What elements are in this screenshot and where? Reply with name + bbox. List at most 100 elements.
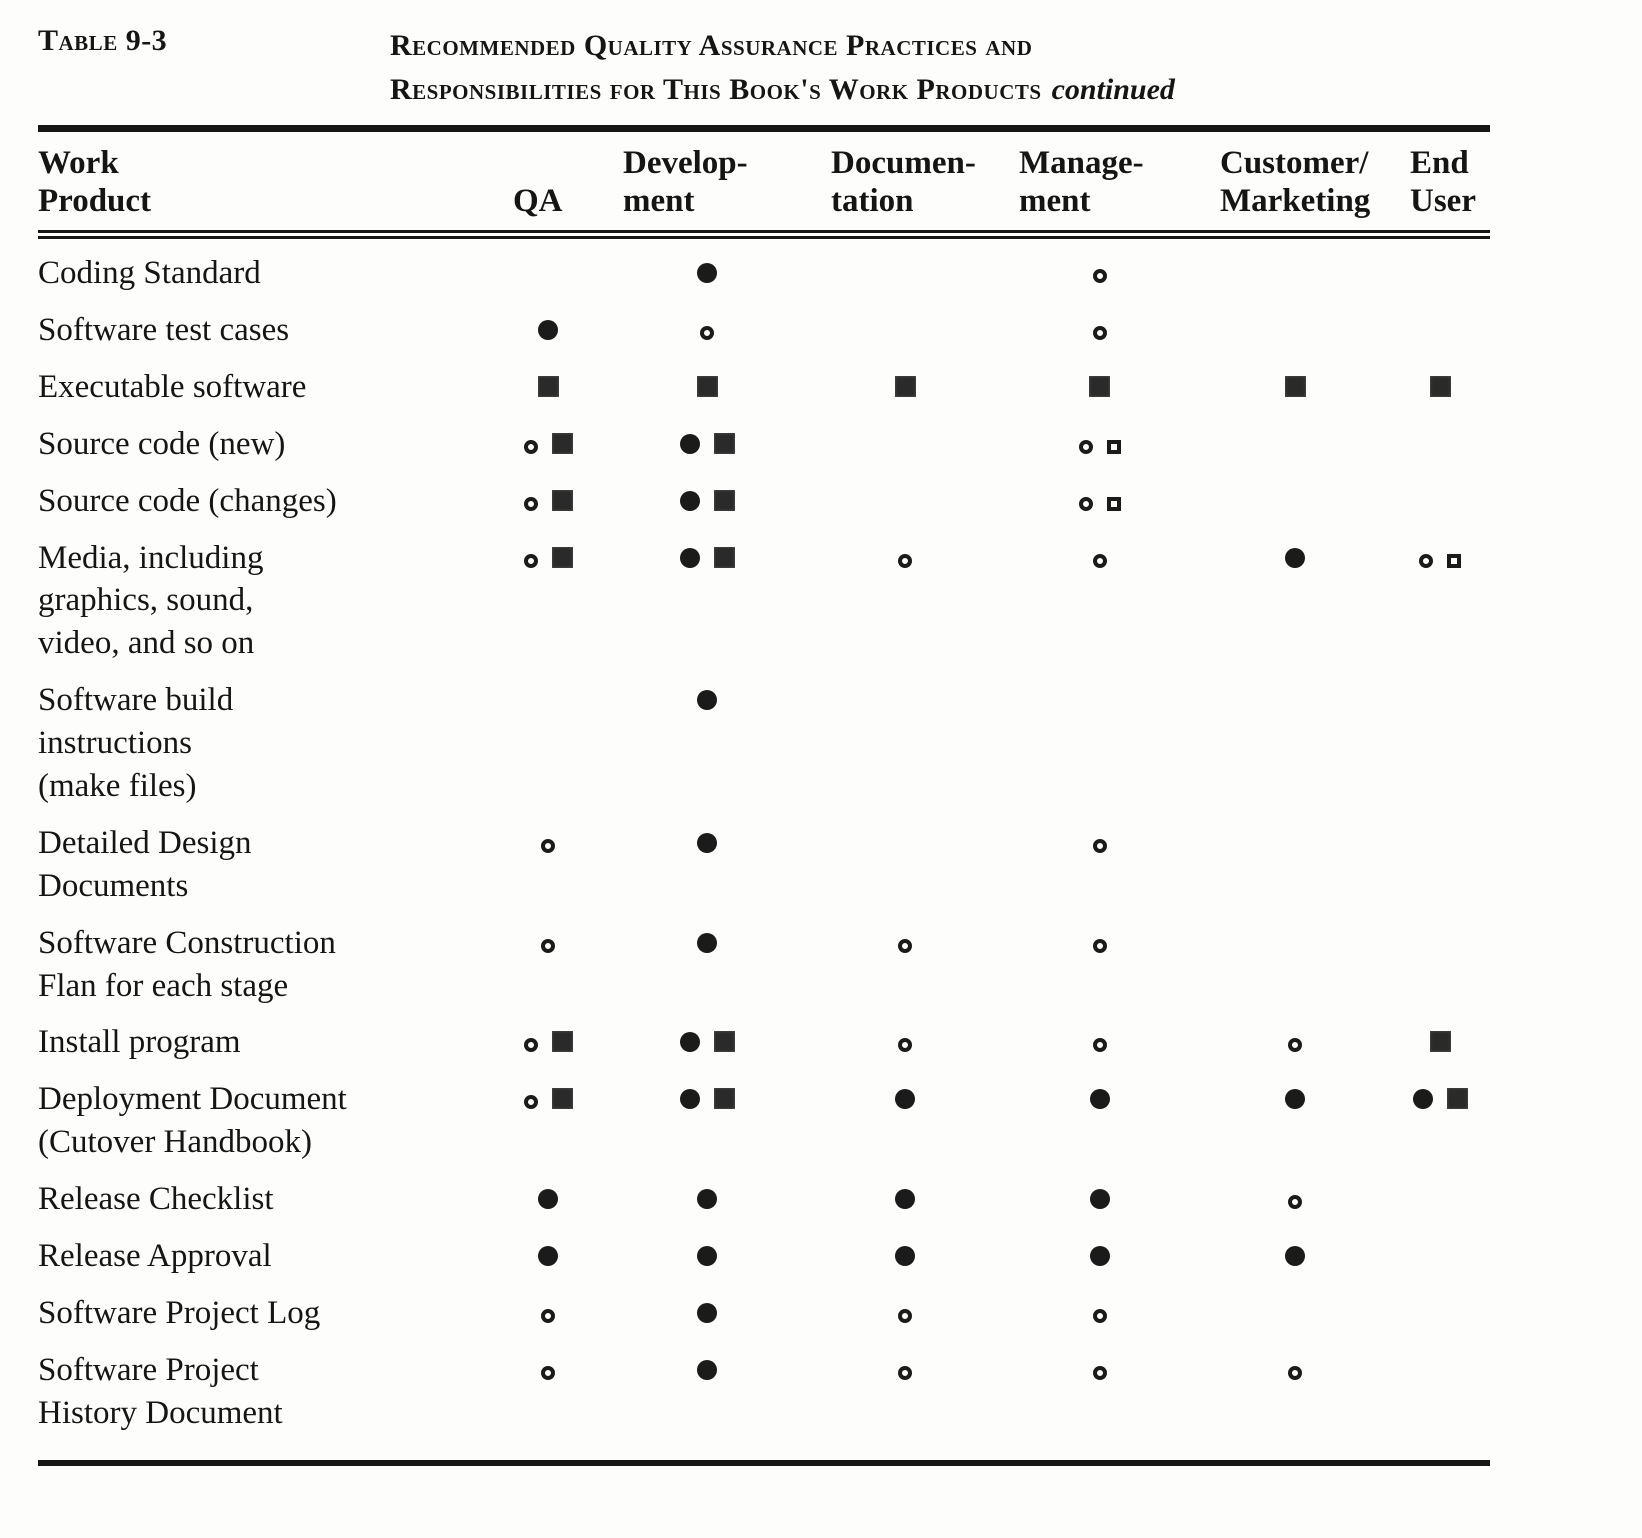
column-header-documentation: Documen- tation (811, 132, 999, 239)
open-circle-icon (523, 439, 538, 454)
filled-circle-icon (697, 1246, 717, 1267)
responsibility-cell (603, 1014, 811, 1071)
table-row: Deployment Document (Cutover Handbook) (38, 1071, 1490, 1171)
filled-circle-icon (1285, 1246, 1305, 1267)
work-product-cell: Detailed Design Documents (38, 824, 252, 904)
column-header-work-product: Work Product (38, 132, 493, 239)
open-square-icon (1106, 496, 1121, 511)
responsibility-cell (603, 530, 811, 673)
column-header-end-user: End User (1390, 132, 1490, 239)
filled-circle-icon (895, 1246, 915, 1267)
responsibility-cell (1390, 672, 1490, 815)
filled-circle-icon (697, 690, 717, 711)
filled-circle-icon (697, 1189, 717, 1210)
responsibility-cell (999, 416, 1200, 473)
responsibility-cell (603, 1171, 811, 1228)
responsibility-cell (603, 234, 811, 302)
table-caption: Table 9-3 Recommended Quality Assurance … (38, 24, 1490, 111)
work-product-cell: Media, including graphics, sound, video,… (38, 539, 264, 662)
open-circle-icon (898, 938, 912, 953)
responsibility-cell (999, 672, 1200, 815)
responsibility-cell (1200, 1071, 1390, 1171)
work-product-cell: Release Approval (38, 1238, 272, 1275)
filled-circle-icon (679, 433, 700, 454)
table-row: Software Project History Document (38, 1342, 1490, 1442)
responsibility-cell (999, 302, 1200, 359)
responsibility-cell (811, 672, 999, 815)
open-circle-icon (541, 838, 555, 853)
column-header-development: Develop- ment (603, 132, 811, 239)
open-square-icon (1106, 439, 1121, 454)
responsibility-cell (1390, 915, 1490, 1015)
responsibility-cell (1200, 672, 1390, 815)
responsibility-cell (811, 302, 999, 359)
work-product-cell: Software test cases (38, 311, 290, 348)
filled-square-icon (713, 489, 735, 511)
filled-circle-icon (679, 490, 700, 511)
filled-circle-icon (538, 319, 558, 340)
responsibility-cell (1200, 1285, 1390, 1342)
responsibility-cell (811, 1228, 999, 1285)
responsibility-cell (1390, 302, 1490, 359)
responsibility-cell (603, 815, 811, 915)
filled-square-icon (551, 546, 573, 568)
work-product-cell: Coding Standard (38, 254, 261, 291)
open-circle-icon (1092, 938, 1107, 953)
filled-square-icon (1446, 1088, 1468, 1110)
filled-square-icon (1429, 375, 1451, 397)
open-circle-icon (1092, 1366, 1107, 1381)
open-circle-icon (541, 1366, 555, 1381)
open-circle-icon (898, 1366, 912, 1381)
responsibility-cell (493, 672, 603, 815)
responsibility-cell (999, 1014, 1200, 1071)
table-row: Source code (new) (38, 416, 1490, 473)
table-title-line1: Recommended Quality Assurance Practices … (390, 29, 1033, 62)
responsibility-cell (1390, 473, 1490, 530)
responsibility-cell (1390, 1171, 1490, 1228)
table-row: Executable software (38, 359, 1490, 416)
open-circle-icon (898, 553, 912, 568)
open-circle-icon (1092, 325, 1107, 340)
responsibility-cell (1200, 815, 1390, 915)
responsibility-cell (1390, 416, 1490, 473)
table-row: Software Project Log (38, 1285, 1490, 1342)
responsibility-cell (1200, 473, 1390, 530)
filled-square-icon (551, 1088, 573, 1110)
open-circle-icon (523, 496, 538, 511)
responsibility-cell (811, 1171, 999, 1228)
responsibility-cell (811, 1071, 999, 1171)
responsibility-cell (999, 1171, 1200, 1228)
open-square-icon (1447, 553, 1461, 568)
open-circle-icon (700, 325, 714, 340)
responsibility-cell (603, 915, 811, 1015)
responsibility-cell (493, 1071, 603, 1171)
qa-practices-table: Work Product QA Develop- ment Documen- t… (38, 132, 1490, 1442)
responsibility-cell (1200, 530, 1390, 673)
responsibility-cell (1390, 359, 1490, 416)
bottom-rule (38, 1460, 1490, 1466)
responsibility-cell (603, 359, 811, 416)
filled-square-icon (713, 1031, 735, 1053)
open-circle-icon (1078, 439, 1093, 454)
filled-circle-icon (1412, 1089, 1433, 1110)
work-product-cell: Source code (new) (38, 425, 286, 462)
responsibility-cell (493, 302, 603, 359)
open-circle-icon (1288, 1038, 1302, 1053)
open-circle-icon (523, 1095, 538, 1110)
filled-square-icon (1089, 375, 1110, 397)
filled-square-icon (894, 375, 916, 397)
filled-circle-icon (1089, 1189, 1110, 1210)
responsibility-cell (603, 473, 811, 530)
responsibility-cell (999, 530, 1200, 673)
open-circle-icon (1419, 553, 1433, 568)
table-row: Coding Standard (38, 234, 1490, 302)
table-title: Recommended Quality Assurance Practices … (390, 24, 1175, 111)
responsibility-cell (1200, 302, 1390, 359)
open-circle-icon (1288, 1195, 1302, 1210)
work-product-cell: Deployment Document (Cutover Handbook) (38, 1081, 347, 1161)
responsibility-cell (999, 1228, 1200, 1285)
filled-circle-icon (679, 1032, 700, 1053)
filled-square-icon (713, 432, 735, 454)
open-circle-icon (1078, 496, 1093, 511)
